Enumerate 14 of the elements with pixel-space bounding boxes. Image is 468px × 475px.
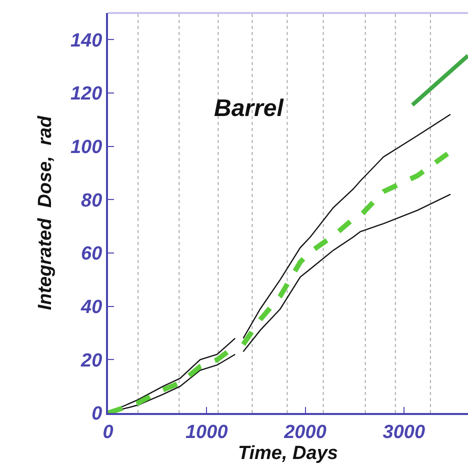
y-tick-label: 60 xyxy=(81,244,103,265)
x-axis-title: Time, Days xyxy=(238,443,338,464)
x-tick-label: 3000 xyxy=(382,422,426,443)
annotation: Barrel xyxy=(214,95,285,122)
y-tick-label: 0 xyxy=(92,404,103,425)
y-axis-title: Integrated Dose, rad xyxy=(34,115,56,310)
y-tick-label: 20 xyxy=(80,350,103,372)
x-tick-label: 1000 xyxy=(185,422,228,443)
x-tick-label: 2000 xyxy=(283,422,327,443)
y-tick-label: 80 xyxy=(81,190,103,212)
y-tick-label: 100 xyxy=(70,136,103,158)
y-tick-label: 120 xyxy=(70,84,103,105)
y-tick-label: 140 xyxy=(70,30,103,52)
y-tick-label: 40 xyxy=(80,296,103,318)
